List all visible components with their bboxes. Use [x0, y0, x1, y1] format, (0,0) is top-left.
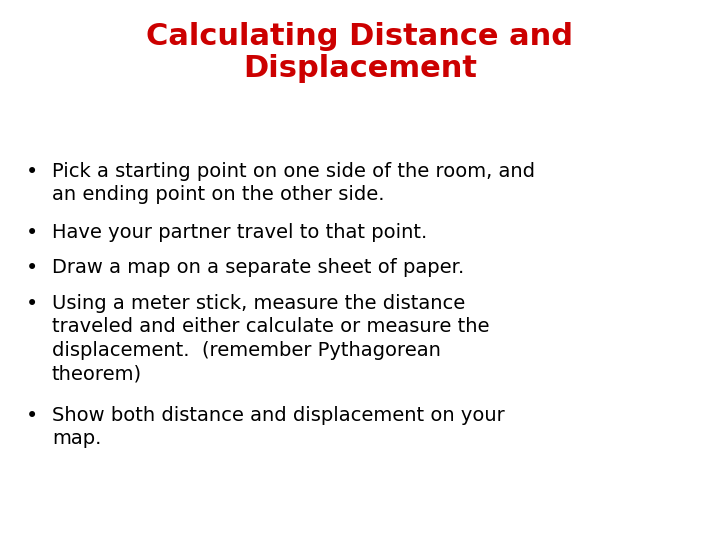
Text: Pick a starting point on one side of the room, and
an ending point on the other : Pick a starting point on one side of the…	[52, 162, 535, 205]
Text: Using a meter stick, measure the distance
traveled and either calculate or measu: Using a meter stick, measure the distanc…	[52, 294, 490, 383]
Text: •: •	[26, 406, 38, 426]
Text: Show both distance and displacement on your
map.: Show both distance and displacement on y…	[52, 406, 505, 449]
Text: •: •	[26, 294, 38, 314]
Text: •: •	[26, 259, 38, 279]
Text: Draw a map on a separate sheet of paper.: Draw a map on a separate sheet of paper.	[52, 259, 464, 278]
Text: •: •	[26, 162, 38, 182]
Text: Calculating Distance and
Displacement: Calculating Distance and Displacement	[146, 22, 574, 84]
Text: •: •	[26, 223, 38, 243]
Text: Have your partner travel to that point.: Have your partner travel to that point.	[52, 223, 427, 242]
